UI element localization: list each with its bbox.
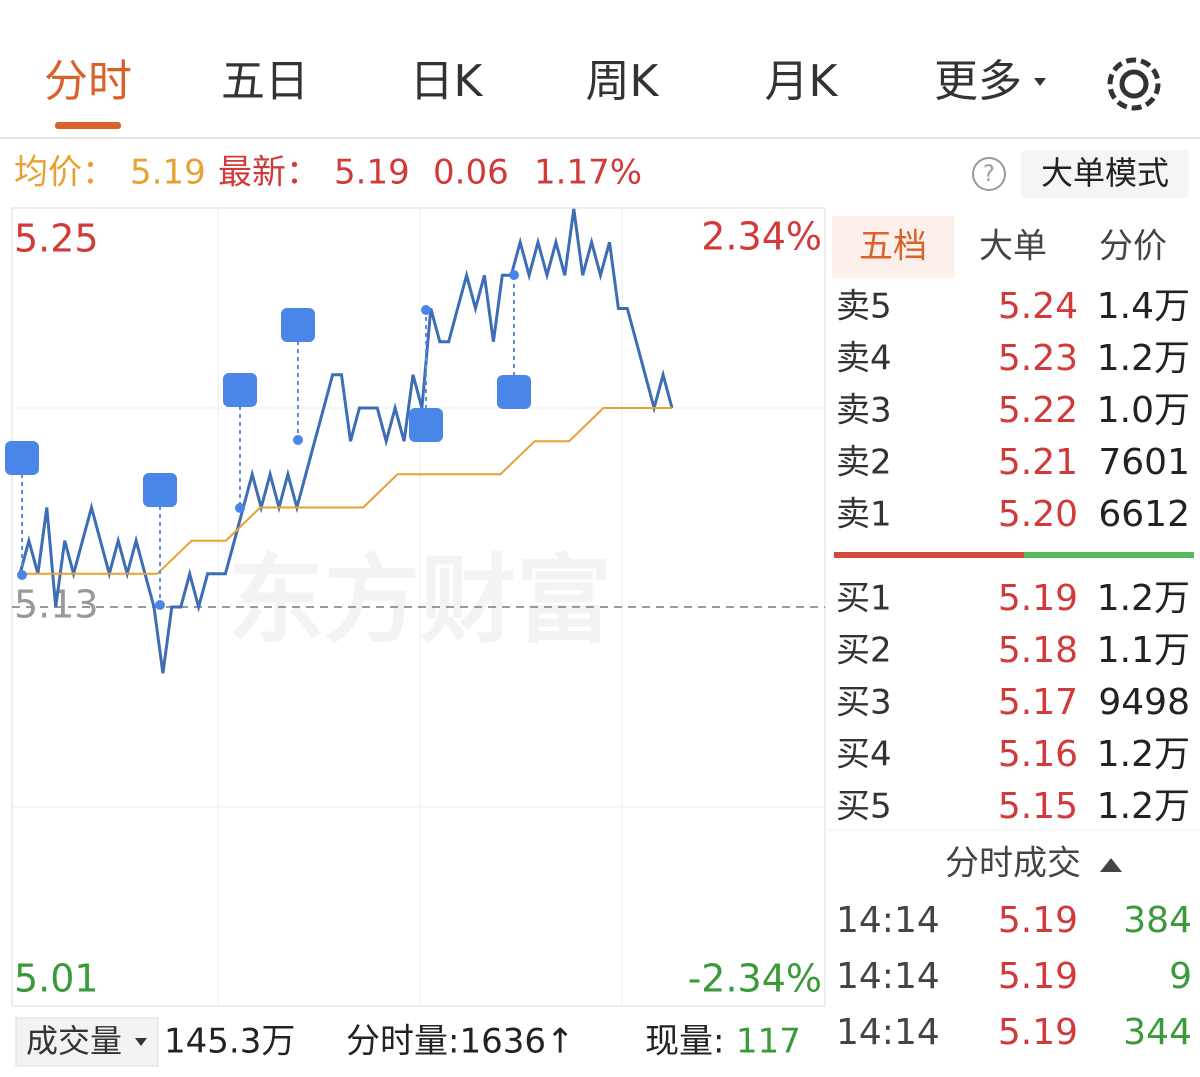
dropdown-arrow — [1034, 78, 1046, 86]
signal-dot — [235, 503, 245, 513]
signal-dot — [421, 305, 431, 315]
book-price: 5.19 — [998, 578, 1078, 619]
settings-icon[interactable] — [1107, 57, 1161, 111]
book-price: 5.24 — [998, 286, 1078, 327]
tab[interactable]: 五日 — [221, 56, 309, 107]
book-label: 买1 — [836, 579, 892, 619]
book-price: 5.18 — [998, 630, 1078, 671]
tab[interactable]: 更多 — [934, 56, 1022, 107]
trade-price: 5.19 — [998, 1012, 1078, 1053]
signal-badge — [497, 375, 531, 409]
price-line — [20, 407, 672, 575]
book-label: 买4 — [836, 735, 892, 775]
book-label: 卖2 — [836, 443, 892, 483]
change-pct: 1.17% — [534, 153, 642, 193]
signal-badge — [409, 408, 443, 442]
trade-price: 5.19 — [998, 900, 1078, 941]
mode-button-text: 大单模式 — [1041, 154, 1169, 192]
tab[interactable]: 月K — [765, 56, 839, 107]
trade-volume: 344 — [1123, 1012, 1192, 1053]
book-price: 5.21 — [998, 442, 1078, 483]
book-label: 买3 — [836, 683, 892, 723]
y2-tick-label: -2.34% — [688, 957, 822, 1001]
book-volume: 1.1万 — [1097, 630, 1190, 671]
book-price: 5.15 — [998, 786, 1078, 827]
trade-volume: 384 — [1123, 900, 1192, 941]
book-volume: 9498 — [1098, 682, 1190, 723]
y2-tick-label: 2.34% — [701, 215, 822, 259]
volume-total: 145.3万 — [164, 1022, 295, 1062]
book-volume: 1.2万 — [1097, 338, 1190, 379]
trades-arrow — [1100, 858, 1122, 872]
trade-volume: 9 — [1169, 956, 1192, 997]
book-price: 5.23 — [998, 338, 1078, 379]
book-price: 5.16 — [998, 734, 1078, 775]
volume-tick: 分时量:1636↑ — [346, 1022, 574, 1062]
signal-badge — [5, 441, 39, 475]
book-label: 卖3 — [836, 391, 892, 431]
book-volume: 1.2万 — [1097, 734, 1190, 775]
book-label: 卖4 — [836, 339, 892, 379]
tab[interactable]: 周K — [586, 56, 660, 107]
avg-label: 均价： — [14, 153, 116, 193]
selector-arrow — [135, 1038, 147, 1046]
volume-selector[interactable] — [15, 1017, 159, 1067]
book-label: 买5 — [836, 787, 892, 827]
signal-badge — [281, 308, 315, 342]
book-tab[interactable]: 五档 — [859, 227, 927, 267]
mode-button[interactable] — [1021, 150, 1189, 198]
book-label: 卖5 — [836, 287, 892, 327]
signal-badge — [223, 373, 257, 407]
tab-indicator — [55, 122, 121, 129]
book-volume: 1.0万 — [1097, 390, 1190, 431]
book-price: 5.17 — [998, 682, 1078, 723]
change: 0.06 — [433, 153, 509, 193]
signal-badge — [143, 473, 177, 507]
trade-time: 14:14 — [836, 900, 940, 941]
book-volume: 6612 — [1098, 494, 1190, 535]
help-icon[interactable] — [972, 157, 1006, 191]
help-text: ? — [983, 162, 995, 187]
volume-now-label: 现量: — [645, 1022, 724, 1062]
book-price: 5.22 — [998, 390, 1078, 431]
last-label: 最新： — [218, 153, 320, 193]
signal-dot — [17, 570, 27, 580]
book-volume: 1.4万 — [1097, 286, 1190, 327]
signal-dot — [293, 435, 303, 445]
book-tab[interactable]: 分价 — [1099, 227, 1167, 267]
trade-price: 5.19 — [998, 956, 1078, 997]
tab[interactable]: 分时 — [44, 56, 132, 107]
buy-bar — [1024, 552, 1194, 558]
signal-dot — [509, 270, 519, 280]
avg-value: 5.19 — [130, 153, 206, 193]
trades-title: 分时成交 — [945, 844, 1081, 884]
trade-time: 14:14 — [836, 1012, 940, 1053]
book-tab[interactable]: 大单 — [979, 227, 1047, 267]
trade-time: 14:14 — [836, 956, 940, 997]
price-line — [18, 208, 674, 674]
book-label: 买2 — [836, 631, 892, 671]
book-label: 卖1 — [836, 495, 892, 535]
volume-now: 117 — [736, 1022, 801, 1062]
tab[interactable]: 日K — [410, 56, 484, 107]
sell-bar — [834, 552, 1024, 558]
book-volume: 7601 — [1098, 442, 1190, 483]
y-tick-label: 5.25 — [14, 217, 99, 261]
last-value: 5.19 — [334, 153, 410, 193]
book-volume: 1.2万 — [1097, 578, 1190, 619]
active-book-tab — [832, 216, 954, 278]
watermark: 东方财富 — [228, 544, 612, 656]
signal-dot — [155, 600, 165, 610]
volume-selector-text: 成交量 — [26, 1022, 122, 1060]
y-tick-label: 5.01 — [14, 957, 99, 1001]
book-price: 5.20 — [998, 494, 1078, 535]
book-volume: 1.2万 — [1097, 786, 1190, 827]
